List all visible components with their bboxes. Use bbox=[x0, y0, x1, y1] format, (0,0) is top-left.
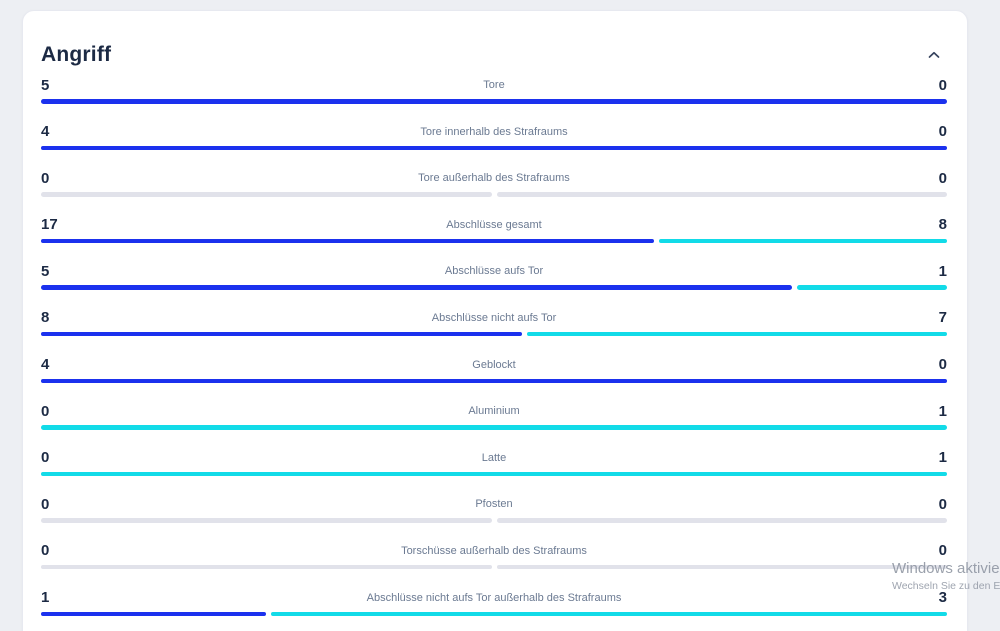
stat-bar bbox=[41, 192, 947, 197]
stat-row: 5 Abschlüsse aufs Tor 1 bbox=[41, 262, 947, 307]
bar-home-segment bbox=[41, 564, 492, 570]
bar-away-segment bbox=[526, 331, 947, 337]
stat-bar bbox=[41, 238, 947, 244]
stat-bar bbox=[41, 518, 947, 523]
home-value: 0 bbox=[41, 402, 50, 420]
bar-away-segment bbox=[658, 238, 947, 244]
bar-away-segment bbox=[41, 425, 947, 430]
stat-label: Pfosten bbox=[475, 498, 513, 511]
bar-away-segment bbox=[496, 564, 947, 570]
home-value: 4 bbox=[41, 356, 50, 374]
home-value: 0 bbox=[41, 542, 50, 560]
stat-row: 0 Torschüsse außerhalb des Strafraums 0 bbox=[41, 542, 947, 587]
collapse-section-button[interactable] bbox=[923, 44, 945, 66]
away-value: 1 bbox=[938, 262, 947, 280]
bar-away-segment bbox=[796, 285, 947, 290]
stat-bar bbox=[41, 425, 947, 430]
stat-row: 0 Tore außerhalb des Strafraums 0 bbox=[41, 169, 947, 214]
stat-row: 5 Tore 0 bbox=[41, 76, 947, 121]
away-value: 0 bbox=[938, 169, 947, 187]
stat-bar bbox=[41, 285, 947, 290]
bar-home-segment bbox=[41, 518, 492, 523]
home-value: 4 bbox=[41, 123, 50, 141]
stat-label: Geblockt bbox=[472, 358, 516, 371]
bar-home-segment bbox=[41, 378, 947, 384]
stat-label: Aluminium bbox=[468, 405, 520, 418]
stat-row: 0 Aluminium 1 bbox=[41, 402, 947, 447]
stat-bar bbox=[41, 378, 947, 384]
stat-row: 17 Abschlüsse gesamt 8 bbox=[41, 216, 947, 261]
bar-away-segment bbox=[41, 471, 947, 477]
bar-away-segment bbox=[496, 192, 947, 197]
away-value: 3 bbox=[938, 589, 947, 607]
stat-row: 8 Abschlüsse nicht aufs Tor 7 bbox=[41, 309, 947, 354]
home-value: 0 bbox=[41, 169, 50, 187]
bar-away-segment bbox=[496, 518, 947, 523]
chevron-up-icon bbox=[928, 47, 940, 62]
stat-label: Abschlüsse aufs Tor bbox=[444, 265, 544, 278]
bar-home-segment bbox=[41, 192, 492, 197]
stat-label: Abschlüsse nicht aufs Tor bbox=[431, 311, 557, 324]
section-title: Angriff bbox=[41, 42, 112, 66]
home-value: 5 bbox=[41, 76, 50, 94]
home-value: 0 bbox=[41, 449, 50, 467]
bar-home-segment bbox=[41, 611, 267, 617]
home-value: 17 bbox=[41, 216, 58, 234]
away-value: 0 bbox=[938, 356, 947, 374]
stat-label: Latte bbox=[481, 451, 507, 464]
stat-row: 1 Abschlüsse nicht aufs Tor außerhalb de… bbox=[41, 589, 947, 631]
stat-row: 0 Latte 1 bbox=[41, 449, 947, 494]
home-value: 1 bbox=[41, 589, 50, 607]
stats-rows: 5 Tore 0 4 Tore innerhalb des Strafraums… bbox=[41, 76, 947, 631]
home-value: 0 bbox=[41, 495, 50, 513]
away-value: 1 bbox=[938, 449, 947, 467]
home-value: 5 bbox=[41, 262, 50, 280]
stat-row: 4 Geblockt 0 bbox=[41, 356, 947, 401]
away-value: 7 bbox=[938, 309, 947, 327]
away-value: 8 bbox=[938, 216, 947, 234]
stat-bar bbox=[41, 471, 947, 477]
away-value: 0 bbox=[938, 542, 947, 560]
stat-label: Tore innerhalb des Strafraums bbox=[420, 125, 568, 138]
stat-bar bbox=[41, 564, 947, 570]
stat-row: 0 Pfosten 0 bbox=[41, 495, 947, 540]
stat-row: 4 Tore innerhalb des Strafraums 0 bbox=[41, 123, 947, 168]
card-header: Angriff bbox=[41, 41, 947, 68]
bar-away-segment bbox=[271, 611, 947, 617]
stat-bar bbox=[41, 331, 947, 337]
stat-label: Abschlüsse gesamt bbox=[446, 218, 542, 231]
stat-bar bbox=[41, 611, 947, 617]
away-value: 0 bbox=[938, 123, 947, 141]
stat-label: Torschüsse außerhalb des Strafraums bbox=[401, 544, 587, 557]
bar-home-segment bbox=[41, 238, 654, 244]
stat-label: Tore bbox=[483, 79, 505, 91]
home-value: 8 bbox=[41, 309, 50, 327]
stat-label: Abschlüsse nicht aufs Tor außerhalb des … bbox=[366, 591, 622, 604]
stat-bar bbox=[41, 145, 947, 151]
away-value: 0 bbox=[938, 495, 947, 513]
stat-label: Tore außerhalb des Strafraums bbox=[418, 172, 570, 185]
away-value: 1 bbox=[938, 402, 947, 420]
bar-home-segment bbox=[41, 99, 947, 104]
stats-card: Angriff 5 Tore 0 4 Tore innerhalb des St… bbox=[22, 10, 968, 631]
bar-home-segment bbox=[41, 285, 792, 290]
stat-bar bbox=[41, 99, 947, 104]
bar-home-segment bbox=[41, 331, 522, 337]
bar-home-segment bbox=[41, 145, 947, 151]
away-value: 0 bbox=[938, 76, 947, 94]
